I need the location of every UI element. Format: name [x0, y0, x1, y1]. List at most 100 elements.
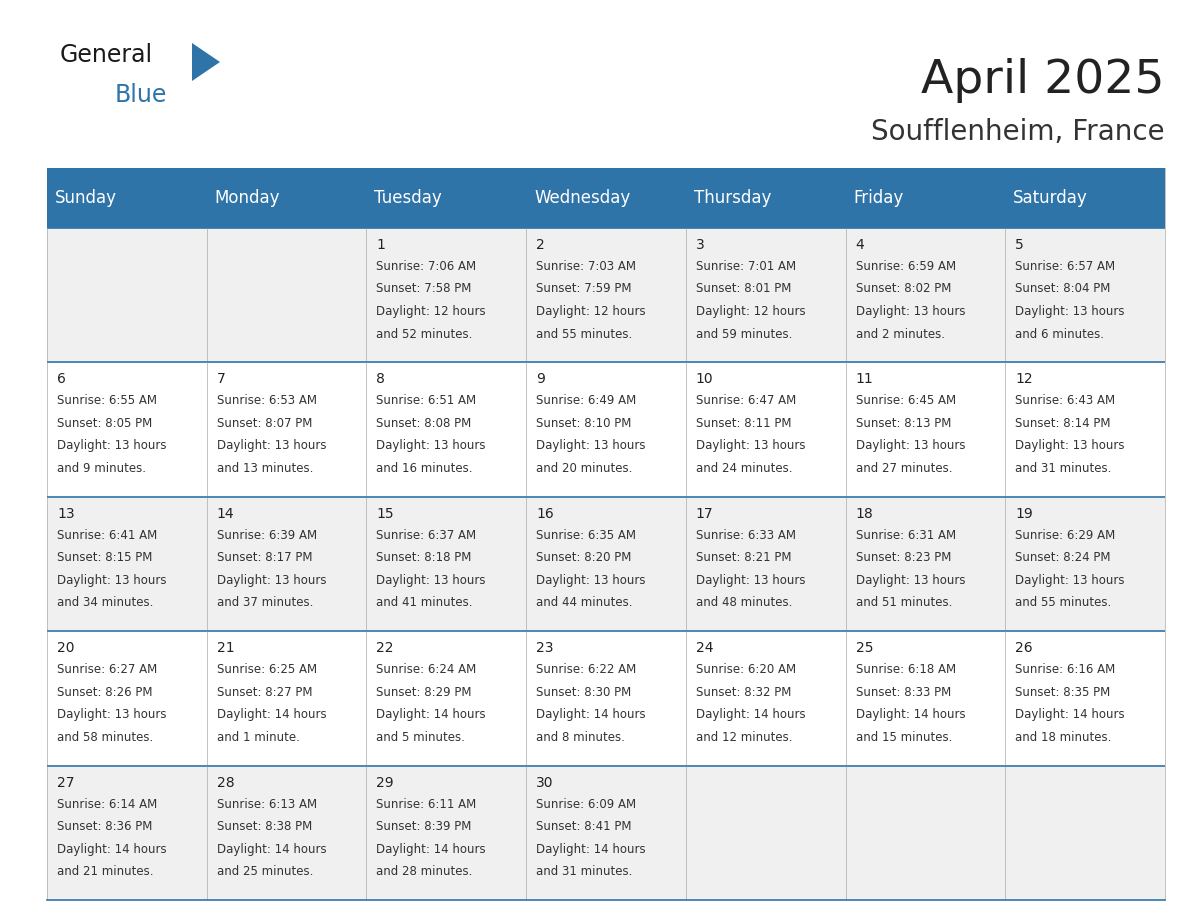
Bar	[685, 766, 846, 900]
Text: and 6 minutes.: and 6 minutes.	[1016, 328, 1105, 341]
Bar	[526, 766, 685, 900]
Text: 24: 24	[696, 641, 713, 655]
Text: Soufflenheim, France: Soufflenheim, France	[871, 118, 1165, 146]
Bar	[1005, 228, 1165, 363]
Text: Sunset: 8:24 PM: Sunset: 8:24 PM	[1016, 552, 1111, 565]
Text: Sunrise: 7:06 AM: Sunrise: 7:06 AM	[377, 260, 476, 273]
Bar	[685, 497, 846, 632]
Text: Sunset: 8:26 PM: Sunset: 8:26 PM	[57, 686, 152, 699]
Text: Daylight: 13 hours: Daylight: 13 hours	[536, 440, 645, 453]
Text: 2: 2	[536, 238, 545, 252]
Text: and 58 minutes.: and 58 minutes.	[57, 731, 153, 744]
Text: Daylight: 13 hours: Daylight: 13 hours	[855, 574, 965, 587]
Text: Sunset: 8:18 PM: Sunset: 8:18 PM	[377, 552, 472, 565]
Text: Sunset: 8:08 PM: Sunset: 8:08 PM	[377, 417, 472, 430]
Text: and 16 minutes.: and 16 minutes.	[377, 462, 473, 475]
Text: 5: 5	[1016, 238, 1024, 252]
Bar	[48, 497, 207, 632]
Text: Daylight: 14 hours: Daylight: 14 hours	[57, 843, 166, 856]
Bar	[1005, 363, 1165, 497]
Text: Blue: Blue	[115, 83, 168, 107]
Text: Sunset: 8:23 PM: Sunset: 8:23 PM	[855, 552, 950, 565]
Bar	[366, 228, 526, 363]
Text: Sunset: 8:11 PM: Sunset: 8:11 PM	[696, 417, 791, 430]
Bar	[685, 363, 846, 497]
Text: Monday: Monday	[215, 189, 280, 207]
Text: Daylight: 14 hours: Daylight: 14 hours	[696, 708, 805, 722]
Text: Daylight: 14 hours: Daylight: 14 hours	[377, 843, 486, 856]
Text: and 18 minutes.: and 18 minutes.	[1016, 731, 1112, 744]
Text: Sunrise: 6:27 AM: Sunrise: 6:27 AM	[57, 663, 157, 677]
Text: and 24 minutes.: and 24 minutes.	[696, 462, 792, 475]
Text: Sunrise: 6:16 AM: Sunrise: 6:16 AM	[1016, 663, 1116, 677]
Text: Sunrise: 6:09 AM: Sunrise: 6:09 AM	[536, 798, 637, 811]
Text: Sunset: 8:32 PM: Sunset: 8:32 PM	[696, 686, 791, 699]
Text: Sunset: 8:13 PM: Sunset: 8:13 PM	[855, 417, 950, 430]
Text: Daylight: 14 hours: Daylight: 14 hours	[377, 708, 486, 722]
Text: and 41 minutes.: and 41 minutes.	[377, 597, 473, 610]
Text: Sunrise: 6:45 AM: Sunrise: 6:45 AM	[855, 395, 955, 408]
Bar	[207, 363, 366, 497]
Text: and 51 minutes.: and 51 minutes.	[855, 597, 952, 610]
Text: and 13 minutes.: and 13 minutes.	[216, 462, 314, 475]
Bar	[48, 168, 207, 228]
Text: and 9 minutes.: and 9 minutes.	[57, 462, 146, 475]
Text: Sunset: 8:35 PM: Sunset: 8:35 PM	[1016, 686, 1111, 699]
Bar	[48, 632, 207, 766]
Text: 3: 3	[696, 238, 704, 252]
Text: 28: 28	[216, 776, 234, 789]
Text: Sunrise: 6:37 AM: Sunrise: 6:37 AM	[377, 529, 476, 542]
Text: Sunset: 8:01 PM: Sunset: 8:01 PM	[696, 283, 791, 296]
Text: Wednesday: Wednesday	[535, 189, 631, 207]
Text: Daylight: 13 hours: Daylight: 13 hours	[1016, 574, 1125, 587]
Text: Daylight: 13 hours: Daylight: 13 hours	[57, 440, 166, 453]
Text: and 8 minutes.: and 8 minutes.	[536, 731, 625, 744]
Bar	[846, 363, 1005, 497]
Text: Sunrise: 6:14 AM: Sunrise: 6:14 AM	[57, 798, 157, 811]
Bar	[207, 168, 366, 228]
Bar	[48, 363, 207, 497]
Text: 22: 22	[377, 641, 394, 655]
Text: Sunrise: 6:29 AM: Sunrise: 6:29 AM	[1016, 529, 1116, 542]
Bar	[1005, 632, 1165, 766]
Text: 4: 4	[855, 238, 865, 252]
Text: Sunset: 7:59 PM: Sunset: 7:59 PM	[536, 283, 632, 296]
Text: Daylight: 14 hours: Daylight: 14 hours	[536, 708, 646, 722]
Text: 12: 12	[1016, 373, 1032, 386]
Text: Sunset: 8:29 PM: Sunset: 8:29 PM	[377, 686, 472, 699]
Text: 1: 1	[377, 238, 385, 252]
Text: 27: 27	[57, 776, 75, 789]
Text: Sunrise: 6:47 AM: Sunrise: 6:47 AM	[696, 395, 796, 408]
Text: Sunrise: 6:25 AM: Sunrise: 6:25 AM	[216, 663, 317, 677]
Text: Daylight: 14 hours: Daylight: 14 hours	[216, 708, 327, 722]
Text: Sunset: 8:20 PM: Sunset: 8:20 PM	[536, 552, 632, 565]
Bar	[526, 497, 685, 632]
Text: Daylight: 12 hours: Daylight: 12 hours	[696, 305, 805, 318]
Text: Daylight: 13 hours: Daylight: 13 hours	[1016, 305, 1125, 318]
Text: Daylight: 13 hours: Daylight: 13 hours	[377, 574, 486, 587]
Bar	[366, 363, 526, 497]
Text: and 1 minute.: and 1 minute.	[216, 731, 299, 744]
Text: and 21 minutes.: and 21 minutes.	[57, 865, 153, 879]
Text: Daylight: 13 hours: Daylight: 13 hours	[536, 574, 645, 587]
Text: Sunrise: 6:22 AM: Sunrise: 6:22 AM	[536, 663, 637, 677]
Bar	[685, 168, 846, 228]
Text: Daylight: 13 hours: Daylight: 13 hours	[855, 440, 965, 453]
Text: and 52 minutes.: and 52 minutes.	[377, 328, 473, 341]
Text: Sunrise: 6:49 AM: Sunrise: 6:49 AM	[536, 395, 637, 408]
Text: Sunrise: 6:35 AM: Sunrise: 6:35 AM	[536, 529, 636, 542]
Text: 26: 26	[1016, 641, 1032, 655]
Text: and 31 minutes.: and 31 minutes.	[1016, 462, 1112, 475]
Bar	[526, 363, 685, 497]
Text: 16: 16	[536, 507, 554, 521]
Text: Daylight: 13 hours: Daylight: 13 hours	[855, 305, 965, 318]
Text: Sunset: 8:05 PM: Sunset: 8:05 PM	[57, 417, 152, 430]
Text: Daylight: 12 hours: Daylight: 12 hours	[536, 305, 646, 318]
Bar	[1005, 766, 1165, 900]
Text: Daylight: 13 hours: Daylight: 13 hours	[216, 440, 327, 453]
Bar	[207, 497, 366, 632]
Bar	[846, 168, 1005, 228]
Text: Daylight: 13 hours: Daylight: 13 hours	[1016, 440, 1125, 453]
Text: 13: 13	[57, 507, 75, 521]
Text: and 2 minutes.: and 2 minutes.	[855, 328, 944, 341]
